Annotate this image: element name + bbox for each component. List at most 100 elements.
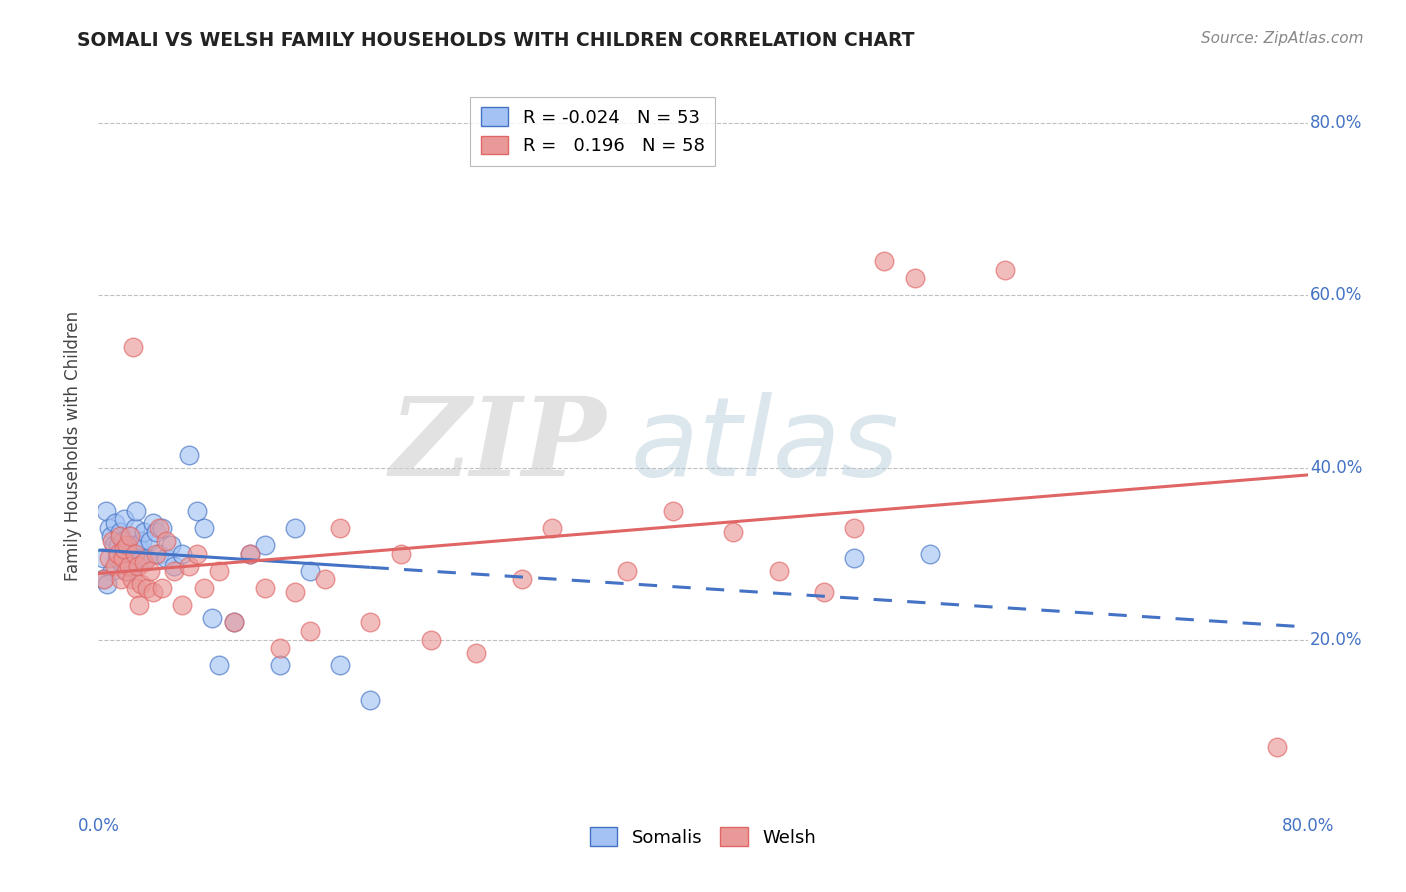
Text: 20.0%: 20.0%	[1310, 631, 1362, 648]
Y-axis label: Family Households with Children: Family Households with Children	[65, 311, 83, 581]
Point	[107, 538, 129, 552]
Point	[844, 521, 866, 535]
Text: 80.0%: 80.0%	[1310, 114, 1362, 132]
Point	[170, 598, 193, 612]
Text: ZIP: ZIP	[389, 392, 606, 500]
Point	[918, 547, 941, 561]
Point	[120, 529, 142, 543]
Point	[148, 547, 170, 561]
Point	[148, 521, 170, 535]
Point	[104, 516, 127, 531]
Point	[108, 529, 131, 543]
Point	[616, 564, 638, 578]
Point	[904, 271, 927, 285]
Point	[98, 550, 121, 565]
Point	[94, 503, 117, 517]
Point	[193, 521, 215, 535]
Point	[186, 547, 208, 561]
Point	[186, 503, 208, 517]
Point	[179, 448, 201, 462]
Point	[118, 547, 141, 561]
Point	[329, 521, 352, 535]
Point	[163, 559, 186, 574]
Point	[101, 533, 124, 548]
Point	[314, 573, 336, 587]
Point	[139, 533, 162, 548]
Point	[93, 573, 115, 587]
Point	[91, 573, 114, 587]
Point	[224, 615, 246, 630]
Point	[873, 254, 896, 268]
Point	[163, 564, 186, 578]
Point	[100, 529, 122, 543]
Point	[96, 576, 118, 591]
Point	[661, 503, 683, 517]
Point	[124, 521, 146, 535]
Point	[122, 559, 145, 574]
Text: 40.0%: 40.0%	[1310, 458, 1362, 476]
Point	[107, 547, 129, 561]
Point	[114, 542, 136, 557]
Point	[104, 559, 127, 574]
Point	[269, 658, 291, 673]
Text: SOMALI VS WELSH FAMILY HOUSEHOLDS WITH CHILDREN CORRELATION CHART: SOMALI VS WELSH FAMILY HOUSEHOLDS WITH C…	[77, 31, 915, 50]
Point	[132, 524, 155, 539]
Point	[208, 658, 231, 673]
Point	[224, 615, 246, 630]
Point	[112, 512, 135, 526]
Point	[510, 573, 533, 587]
Legend: Somalis, Welsh: Somalis, Welsh	[583, 820, 823, 854]
Point	[128, 598, 150, 612]
Point	[150, 581, 173, 595]
Point	[389, 547, 412, 561]
Point	[105, 550, 128, 565]
Point	[420, 632, 443, 647]
Point	[118, 559, 141, 574]
Text: Source: ZipAtlas.com: Source: ZipAtlas.com	[1201, 31, 1364, 46]
Point	[723, 524, 745, 539]
Point	[114, 564, 136, 578]
Point	[108, 524, 131, 539]
Point	[142, 516, 165, 531]
Point	[465, 646, 488, 660]
Point	[103, 538, 125, 552]
Point	[115, 538, 138, 552]
Point	[98, 521, 121, 535]
Point	[994, 262, 1017, 277]
Point	[253, 581, 276, 595]
Point	[128, 542, 150, 557]
Text: 60.0%: 60.0%	[1310, 286, 1362, 304]
Point	[120, 529, 142, 543]
Point	[101, 564, 124, 578]
Point	[145, 547, 167, 561]
Point	[132, 555, 155, 569]
Point	[768, 564, 790, 578]
Point	[135, 581, 157, 595]
Point	[360, 693, 382, 707]
Point	[239, 547, 262, 561]
Point	[284, 585, 307, 599]
Point	[284, 521, 307, 535]
Point	[121, 573, 143, 587]
Point	[329, 658, 352, 673]
Point	[122, 340, 145, 354]
Point	[193, 581, 215, 595]
Point	[844, 550, 866, 565]
Point	[170, 547, 193, 561]
Point	[129, 550, 152, 565]
Point	[179, 559, 201, 574]
Point	[813, 585, 835, 599]
Point	[125, 581, 148, 595]
Point	[111, 533, 134, 548]
Point	[112, 542, 135, 557]
Point	[155, 533, 177, 548]
Point	[160, 538, 183, 552]
Point	[142, 585, 165, 599]
Point	[155, 550, 177, 565]
Point	[121, 538, 143, 552]
Point	[110, 555, 132, 569]
Point	[269, 641, 291, 656]
Point	[129, 576, 152, 591]
Point	[299, 624, 322, 638]
Point	[299, 564, 322, 578]
